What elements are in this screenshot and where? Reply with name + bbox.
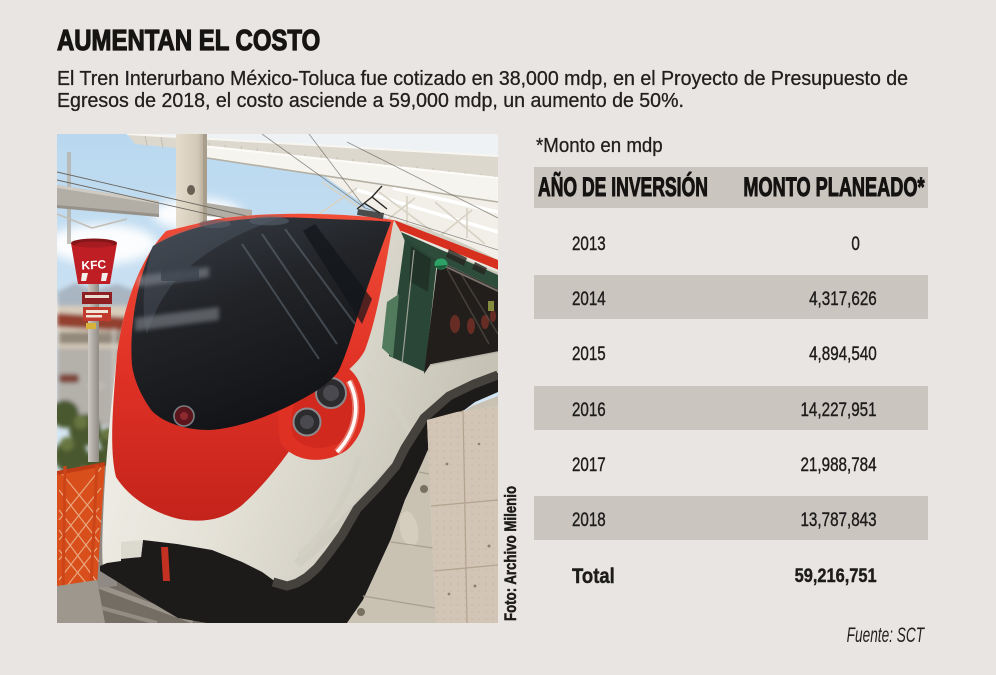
svg-text:KFC: KFC bbox=[81, 257, 107, 272]
